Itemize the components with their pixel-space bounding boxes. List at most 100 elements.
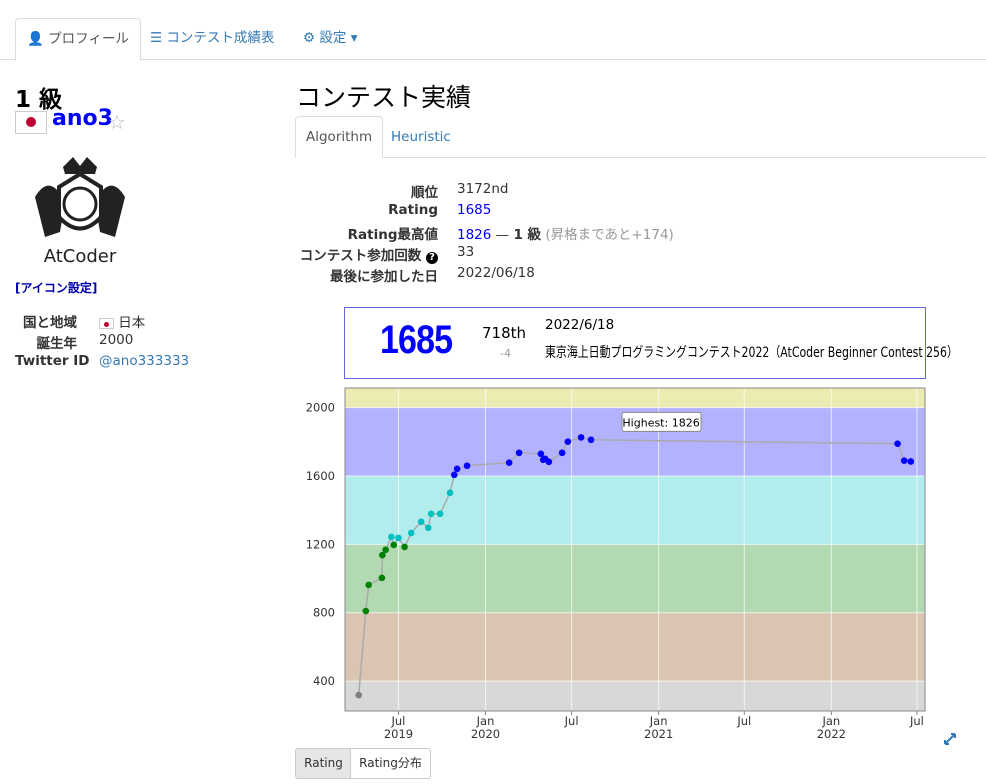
promotion-note: (昇格まであと+174) (545, 227, 674, 243)
chart-button[interactable]: Rating分布 (350, 748, 431, 779)
x-tick-year: 2019 (384, 727, 413, 741)
x-tick-label: Jan (476, 714, 495, 728)
rating-point (382, 546, 389, 554)
card-diff: -4 (500, 347, 511, 360)
section-tab[interactable]: Algorithm (295, 116, 384, 158)
x-tick-label: Jul (391, 714, 406, 728)
y-tick-label: 1200 (306, 537, 335, 551)
y-tick-label: 2000 (306, 401, 335, 415)
card-place: 718th (482, 324, 527, 342)
x-tick-label: Jan (821, 714, 840, 728)
stat-value: 33 (457, 244, 475, 260)
profile-value: 日本 (99, 311, 145, 331)
rating-band (345, 544, 925, 613)
logo-text: AtCoder (44, 246, 117, 267)
profile-label: 国と地域 (23, 315, 77, 331)
flag (15, 111, 47, 134)
section-title: コンテスト実績 (296, 83, 472, 112)
section-tab[interactable]: Heuristic (391, 129, 451, 145)
x-tick-year: 2020 (471, 727, 500, 741)
x-tick-label: Jul (736, 714, 751, 728)
rating-point (390, 541, 398, 549)
stat-label-text: コンテスト参加回数 (299, 248, 422, 264)
rating-point (424, 524, 432, 532)
stat-label: Rating (388, 202, 438, 218)
x-tick-label: Jan (649, 714, 668, 728)
nav-tab[interactable]: 👤 プロフィール (15, 18, 141, 61)
nav-tab-label: プロフィール (48, 31, 129, 47)
x-tick-year: 2022 (817, 727, 846, 741)
y-tick-label: 1600 (306, 469, 335, 483)
chart-button[interactable]: Rating (295, 748, 352, 779)
rating-card (344, 307, 926, 379)
rating-band (345, 612, 925, 682)
card-date: 2022/6/18 (545, 317, 615, 333)
stat-value: 2022/06/18 (457, 265, 535, 281)
highest-rank: 1 級 (513, 227, 542, 243)
stat-label: コンテスト参加回数 ? (290, 244, 438, 264)
y-tick-label: 800 (313, 606, 335, 620)
rating-point (365, 581, 372, 589)
rating-band (345, 388, 925, 408)
rating-point (453, 465, 461, 473)
rating-point (900, 457, 908, 464)
rating-point (564, 438, 572, 445)
rating-band (345, 476, 925, 545)
rating-point (407, 529, 415, 537)
rating-point (894, 440, 901, 448)
rating-point (587, 436, 595, 444)
rating-point (401, 543, 408, 551)
card-rating: 1685 (380, 318, 453, 362)
rating-point (379, 551, 386, 559)
stat-label: Rating最高値 (347, 227, 438, 243)
highest-rating: 1826 (457, 227, 492, 243)
rating-point (355, 691, 363, 699)
rating-point (505, 459, 513, 466)
annotation: Highest: 1826 (622, 416, 699, 429)
nav-line (0, 59, 986, 60)
expand-icon[interactable] (942, 731, 958, 747)
profile-label: 誕生年 (36, 336, 78, 352)
icon-setting[interactable]: [アイコン設定] (15, 281, 98, 295)
rating-point (537, 450, 545, 458)
rating-point (577, 434, 585, 441)
rating-point (558, 449, 566, 457)
rating-point (515, 449, 523, 457)
nav-tab[interactable]: ☰ コンテスト成績表 (150, 30, 275, 46)
profile-value: 2000 (99, 332, 134, 348)
rating-point (395, 534, 402, 542)
rating-point (907, 458, 915, 465)
rating-point (388, 533, 395, 541)
rating-point (463, 462, 471, 470)
rating-point (446, 489, 454, 497)
country: 日本 (118, 315, 146, 331)
x-tick-year: 2021 (644, 727, 673, 741)
nav-tab-label: コンテスト成績表 (166, 30, 275, 46)
plot-frame (344, 387, 926, 712)
profile-label: Twitter ID (15, 353, 90, 369)
annotation-box (621, 411, 702, 432)
section-tab-line (296, 157, 986, 158)
rating-point (378, 574, 386, 582)
avatar: AtCoder (35, 157, 125, 267)
stat-value: 1826 — 1 級 (昇格まであと+174) (457, 227, 674, 243)
card-contest: 東京海上日動プログラミングコンテスト2022（AtCoder Beginner … (545, 345, 958, 361)
rating-point (436, 510, 444, 518)
nav-tab[interactable]: ⚙ 設定 ▾ (303, 30, 358, 46)
user-rank: 1 級 (15, 87, 63, 113)
stat-label: 最後に参加した日 (330, 269, 438, 285)
rating-point (427, 510, 435, 518)
rating-point (450, 471, 458, 479)
x-tick-label: Jul (909, 714, 924, 728)
user-name[interactable]: ano3 (52, 106, 113, 131)
rating-point (362, 607, 370, 615)
stat-label: 順位 (411, 185, 438, 201)
stat-value: 3172nd (457, 181, 509, 197)
favorite-star[interactable]: ☆ (108, 110, 126, 134)
rating-point (417, 518, 425, 526)
stat-value: 1685 (457, 202, 492, 218)
twitter-link[interactable]: @ano333333 (99, 353, 190, 369)
y-tick-label: 400 (313, 674, 335, 688)
rating-band (345, 681, 925, 711)
